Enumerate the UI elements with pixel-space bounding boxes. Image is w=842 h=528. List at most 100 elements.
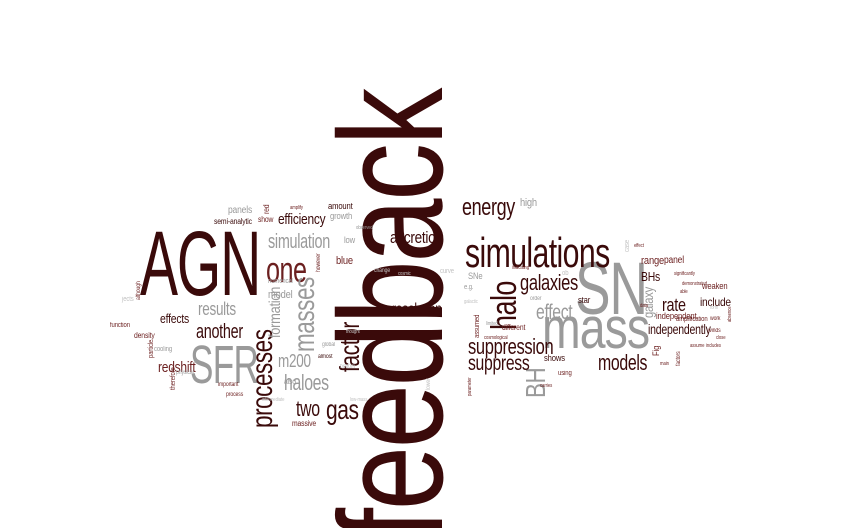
word-cooling: cooling (154, 346, 173, 353)
word-agn: AGN (140, 213, 261, 315)
word-data: data (640, 303, 648, 309)
word-weaken: weaken (702, 281, 728, 291)
word-lower: lower (426, 378, 432, 390)
word-high: high (520, 197, 537, 209)
word-suppression: suppression (468, 334, 554, 359)
word-work: work (710, 316, 721, 322)
word-physical: physical (176, 370, 194, 376)
word-case: case (624, 239, 631, 252)
word-order: order (530, 296, 542, 302)
word-semi-analytic: semi-analytic (214, 217, 252, 226)
word-fig: Fig (651, 345, 661, 356)
word-suppress: suppress (468, 352, 530, 375)
word-cosmological: cosmological (484, 335, 508, 341)
word-star: star (578, 295, 591, 305)
word-galactic: galactic (464, 299, 478, 305)
word-density: density (134, 331, 155, 340)
word-ob: ob (562, 270, 569, 277)
word-however: however (316, 253, 322, 272)
word-change: change (374, 268, 391, 274)
word-using: using (558, 370, 572, 377)
word-blue: blue (336, 255, 353, 267)
word-limited: limited (486, 321, 498, 327)
word-amount: amount (328, 201, 353, 211)
word-indicating: indicating (512, 265, 530, 271)
word-low-mass: low-mass (350, 397, 368, 403)
word-assume: assume (690, 343, 705, 349)
word-panels: panels (228, 205, 253, 216)
word-two: two (296, 396, 320, 421)
word-independently: independently (648, 321, 711, 337)
word-process: process (226, 392, 244, 398)
word-range: range (641, 255, 664, 267)
word-haloes: haloes (284, 370, 329, 395)
word-bhs: BHs (641, 269, 661, 284)
word-gas: gas (326, 394, 359, 425)
word-bottom: bottom (340, 364, 355, 370)
word-resolution: resolution (392, 301, 442, 318)
word-form: form (710, 305, 719, 311)
word-energy: energy (462, 194, 515, 221)
word-model: model (268, 289, 293, 301)
word-also: also (284, 377, 296, 386)
word-factors: factors (676, 351, 682, 366)
word-cosmic: cosmic (398, 271, 411, 277)
word-panel: panel (664, 255, 684, 266)
word-rate: rate (662, 295, 686, 315)
word-different: different (502, 323, 526, 332)
word-main: main (660, 361, 669, 367)
word-global: global (322, 342, 336, 348)
word-amplification: amplification (676, 316, 708, 323)
word-models: models (598, 350, 648, 375)
word-almost: almost (318, 354, 333, 360)
word-although: although (136, 281, 142, 300)
word-demonstrated: demonstrated (682, 281, 707, 287)
word-galaxies: galaxies (520, 270, 578, 295)
word-effect: effect (536, 301, 573, 324)
word-absence: absence (727, 306, 733, 322)
word-jects: jects (122, 296, 134, 303)
word-low: low (344, 235, 356, 245)
word-significantly: significantly (674, 271, 695, 277)
word-able: able (680, 289, 688, 295)
word-one: one (266, 249, 307, 290)
word-particle: particle (148, 339, 155, 358)
word-eg: e.g. (464, 284, 474, 291)
word-simulations: simulations (465, 229, 610, 276)
word-effects: effects (160, 311, 189, 326)
word-efficiency: efficiency (278, 211, 326, 228)
word-parameter: parameter (467, 377, 473, 396)
word-m200: m200 (278, 351, 311, 371)
word-simulation: simulation (268, 231, 330, 253)
word-important: important (218, 382, 239, 388)
word-redshift: redshift (158, 359, 196, 376)
word-close: close (716, 335, 726, 341)
word-growth: growth (330, 211, 353, 221)
word-intermediate: intermediate (262, 397, 285, 403)
word-sne: SNe (468, 271, 483, 281)
word-thought: thought (346, 329, 360, 335)
word-masses: masses (288, 277, 321, 352)
word-results: results (198, 299, 236, 319)
word-include: include (700, 295, 731, 309)
word-massive: massive (292, 419, 316, 428)
word-mass: mass (542, 296, 650, 361)
word-includes: includes (706, 343, 721, 349)
word-winds: winds (708, 328, 721, 334)
word-function: function (110, 322, 130, 329)
word-independent: independent (656, 311, 697, 321)
word-accretion: accretion (390, 228, 443, 247)
word-show: show (258, 215, 274, 224)
word-another: another (196, 321, 243, 343)
word-effect-small: effect (634, 243, 644, 249)
word-carries: carries (540, 383, 553, 389)
word-sfr: SFR (190, 335, 259, 395)
word-assumed: assumed (474, 314, 481, 338)
word-curve: curve (440, 268, 454, 275)
word-sn: SN (575, 247, 648, 330)
word-shows: shows (544, 353, 565, 363)
word-processes: processes (246, 329, 279, 428)
word-amplify: amplify (290, 205, 303, 211)
word-observed: observed (356, 225, 373, 231)
